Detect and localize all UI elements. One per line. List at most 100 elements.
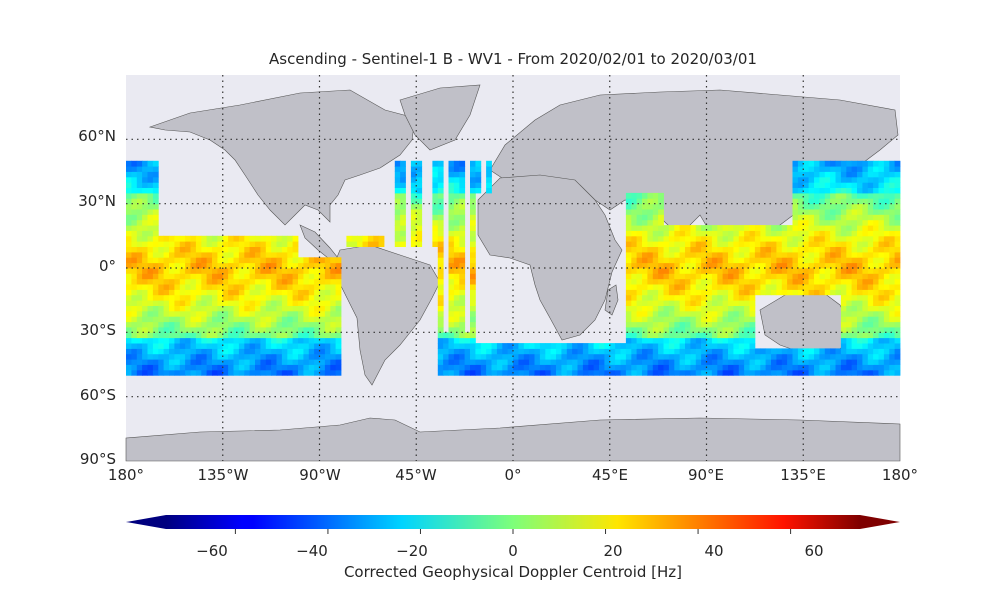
doppler-cell <box>158 343 165 349</box>
doppler-cell <box>792 278 799 285</box>
doppler-cell <box>174 337 181 344</box>
doppler-cell <box>744 327 750 333</box>
doppler-cell <box>206 359 213 365</box>
doppler-cell <box>249 310 256 317</box>
doppler-cell <box>792 284 799 290</box>
doppler-cell <box>142 278 148 285</box>
doppler-cell <box>679 225 686 231</box>
doppler-cell <box>185 305 191 312</box>
doppler-cell <box>437 219 444 226</box>
doppler-cell <box>846 353 853 360</box>
doppler-cell <box>652 332 659 339</box>
doppler-cell <box>142 294 148 301</box>
doppler-cell <box>781 359 788 365</box>
doppler-cell <box>475 353 482 360</box>
doppler-cell <box>217 273 224 280</box>
doppler-cell <box>190 369 197 376</box>
doppler-cell <box>738 241 745 247</box>
doppler-cell <box>658 225 664 231</box>
doppler-cell <box>470 332 476 339</box>
doppler-cell <box>453 268 460 274</box>
doppler-cell <box>475 182 482 188</box>
doppler-cell <box>679 294 686 301</box>
doppler-cell <box>867 316 874 323</box>
doppler-cell <box>819 353 826 360</box>
doppler-cell <box>787 235 793 242</box>
doppler-cell <box>873 182 879 188</box>
doppler-cell <box>169 364 175 371</box>
doppler-cell <box>867 251 874 258</box>
doppler-cell <box>222 353 229 360</box>
doppler-cell <box>749 294 756 301</box>
doppler-cell <box>228 321 234 328</box>
doppler-cell <box>625 225 632 231</box>
doppler-cell <box>147 198 154 205</box>
doppler-cell <box>722 332 729 339</box>
doppler-cell <box>808 262 815 269</box>
doppler-cell <box>862 289 869 296</box>
doppler-cell <box>228 251 234 258</box>
doppler-cell <box>222 348 229 355</box>
doppler-cell <box>416 182 423 188</box>
doppler-cell <box>142 160 148 167</box>
doppler-cell <box>663 225 670 231</box>
doppler-cell <box>840 310 847 317</box>
doppler-cell <box>668 246 675 253</box>
doppler-cell <box>271 278 277 285</box>
doppler-cell <box>889 284 896 290</box>
doppler-cell <box>453 278 460 285</box>
doppler-cell <box>851 284 858 290</box>
doppler-cell <box>147 203 154 210</box>
doppler-cell <box>195 251 202 258</box>
colorbar-tick-label: −60 <box>196 542 228 560</box>
doppler-cell <box>303 343 310 349</box>
doppler-cell <box>625 300 632 306</box>
doppler-cell <box>432 230 439 237</box>
doppler-cell <box>851 241 858 247</box>
doppler-cell <box>792 369 799 376</box>
doppler-cell <box>781 235 788 242</box>
doppler-cell <box>212 284 218 290</box>
doppler-cell <box>604 343 611 349</box>
doppler-cell <box>695 225 702 231</box>
doppler-cell <box>287 316 294 323</box>
doppler-cell <box>303 332 310 339</box>
doppler-cell <box>647 268 654 274</box>
doppler-cell <box>174 246 181 253</box>
doppler-cell <box>631 235 638 242</box>
doppler-cell <box>722 300 729 306</box>
doppler-cell <box>459 219 466 226</box>
doppler-cell <box>346 241 353 247</box>
doppler-cell <box>287 284 294 290</box>
doppler-cell <box>265 364 272 371</box>
doppler-cell <box>668 337 675 344</box>
doppler-cell <box>830 241 836 247</box>
doppler-cell <box>453 337 460 344</box>
doppler-cell <box>308 257 315 264</box>
doppler-cell <box>711 251 718 258</box>
doppler-cell <box>308 289 315 296</box>
doppler-cell <box>717 278 724 285</box>
doppler-cell <box>631 359 638 365</box>
doppler-cell <box>163 316 170 323</box>
doppler-cell <box>572 343 578 349</box>
doppler-cell <box>883 230 890 237</box>
doppler-cell <box>228 294 234 301</box>
doppler-cell <box>658 284 664 290</box>
doppler-cell <box>889 251 896 258</box>
doppler-cell <box>212 332 218 339</box>
doppler-cell <box>765 241 772 247</box>
doppler-cell <box>840 166 847 172</box>
doppler-cell <box>233 364 240 371</box>
doppler-cell <box>217 364 224 371</box>
doppler-cell <box>502 369 509 376</box>
doppler-cell <box>873 230 879 237</box>
doppler-cell <box>470 203 476 210</box>
doppler-cell <box>394 176 401 183</box>
doppler-cell <box>136 353 143 360</box>
doppler-cell <box>453 198 460 205</box>
doppler-cell <box>668 321 675 328</box>
doppler-cell <box>663 337 670 344</box>
doppler-cell <box>265 262 272 269</box>
doppler-cell <box>448 203 455 210</box>
